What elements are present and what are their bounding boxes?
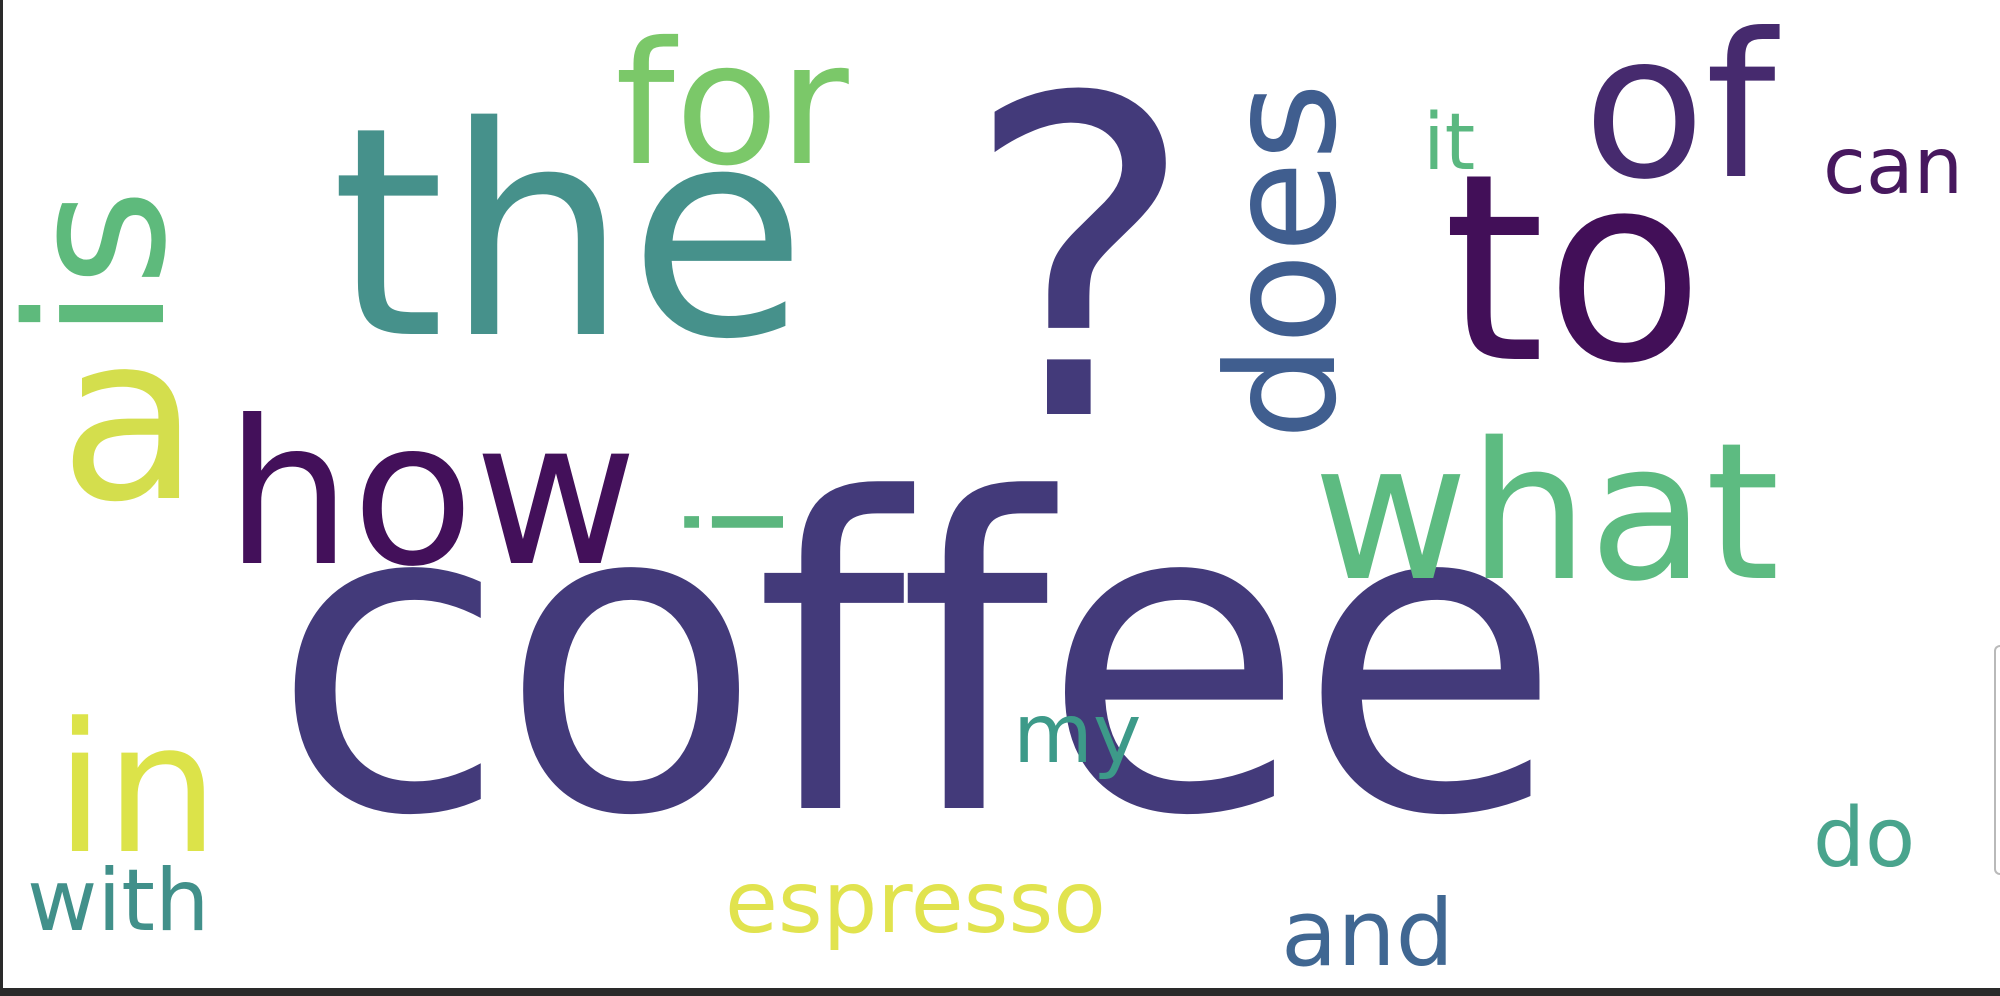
word-it: it <box>1423 98 1476 188</box>
word-do: do <box>1813 791 1916 886</box>
word-with: with <box>27 851 210 951</box>
word-cloud-canvas: coffee ? the to how what a for of in wit… <box>3 0 2000 988</box>
word-the: the <box>331 66 807 403</box>
word-of: of <box>1583 0 1776 224</box>
word-i: i <box>662 503 814 540</box>
word-in: in <box>55 685 220 894</box>
word-to: to <box>1443 119 1705 421</box>
word-a: a <box>59 286 200 553</box>
word-and: and <box>1281 880 1455 987</box>
word-how: how <box>225 378 638 611</box>
word-coffee: coffee <box>271 410 1562 910</box>
word-espresso: espresso <box>725 853 1106 953</box>
side-panel-tab[interactable] <box>1994 645 2000 875</box>
word-question-mark: ? <box>963 6 1197 518</box>
word-what: what <box>1313 402 1780 623</box>
word-can: can <box>1823 122 1964 212</box>
word-my: my <box>1013 687 1142 782</box>
word-for: for <box>615 6 849 204</box>
word-is: is <box>3 188 208 340</box>
word-does: does <box>1196 82 1370 440</box>
